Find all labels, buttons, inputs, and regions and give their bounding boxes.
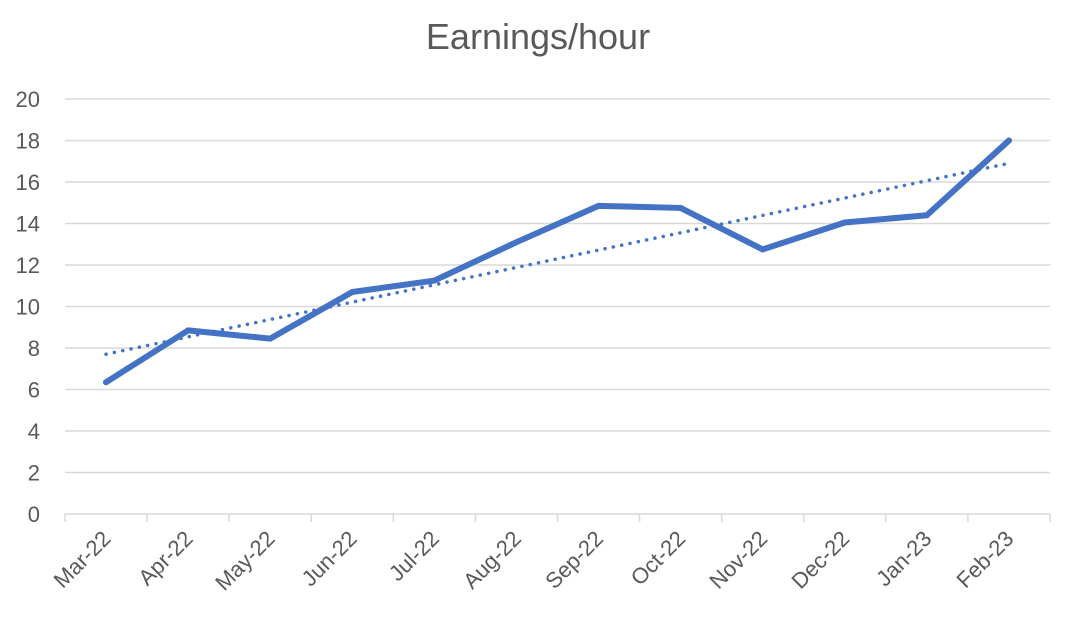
data-point: [185, 327, 192, 334]
x-tick-label: Aug-22: [458, 526, 526, 594]
y-tick-label: 12: [16, 253, 40, 278]
x-tick-label: Sep-22: [540, 526, 608, 594]
series-line: [103, 137, 1012, 386]
data-point: [677, 204, 684, 211]
x-tick-label: May-22: [210, 526, 280, 596]
data-point: [595, 202, 602, 209]
y-tick-label: 16: [16, 170, 40, 195]
x-tick-label: Nov-22: [704, 526, 772, 594]
data-point: [431, 277, 438, 284]
data-point: [923, 212, 930, 219]
data-point: [841, 219, 848, 226]
data-point: [513, 239, 520, 246]
data-point: [759, 246, 766, 253]
x-tick-label: Jun-22: [297, 526, 362, 591]
x-tick-label: Jan-23: [871, 526, 936, 591]
y-tick-label: 0: [28, 502, 40, 527]
y-tick-label: 18: [16, 129, 40, 154]
x-tick-label: Mar-22: [49, 526, 116, 593]
y-tick-label: 4: [28, 419, 40, 444]
data-point: [1005, 137, 1012, 144]
x-tick-label: Apr-22: [133, 526, 197, 590]
trendline-group: [104, 161, 1011, 356]
data-point: [103, 379, 110, 386]
data-point: [267, 335, 274, 342]
y-tick-label: 6: [28, 378, 40, 403]
chart-title: Earnings/hour: [426, 16, 650, 57]
x-tick-label: Oct-22: [626, 526, 690, 590]
y-tick-label: 20: [16, 87, 40, 112]
series-group: [103, 137, 1012, 386]
y-tick-label: 14: [16, 212, 40, 237]
data-point: [349, 288, 356, 295]
gridlines: [65, 98, 1050, 474]
y-tick-label: 10: [16, 295, 40, 320]
x-axis: [64, 513, 1051, 522]
y-tick-label: 2: [28, 461, 40, 486]
y-axis-ticks: 0 2 4 6 8 10 12 14 16 18 20: [16, 87, 40, 527]
trendline: [104, 161, 1011, 356]
x-tick-label: Dec-22: [787, 526, 855, 594]
y-tick-label: 8: [28, 336, 40, 361]
x-axis-ticks: Mar-22 Apr-22 May-22 Jun-22 Jul-22 Aug-22 Sep-…: [49, 526, 1019, 596]
x-tick-label: Feb-23: [952, 526, 1019, 593]
x-tick-label: Jul-22: [384, 526, 444, 586]
